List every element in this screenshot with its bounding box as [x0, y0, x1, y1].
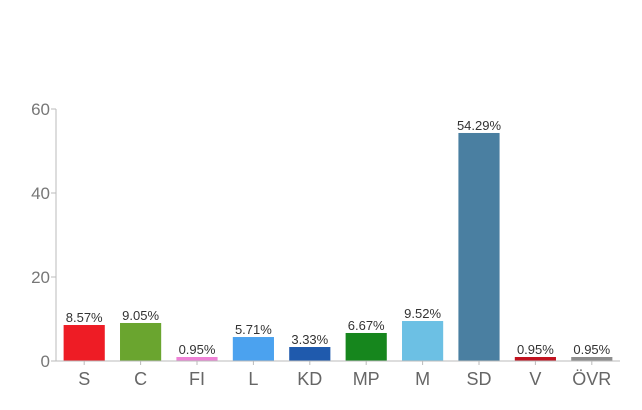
data-labels: 8.57% 9.05% 0.95% 5.71% 3.33% 6.67% 9.52% 54.29…	[66, 118, 611, 357]
data-label-s: 8.57%	[66, 310, 103, 325]
data-label-fi: 0.95%	[179, 342, 216, 357]
y-tick-label: 60	[31, 100, 50, 119]
data-label-kd: 3.33%	[291, 332, 328, 347]
x-tick-label-sd: SD	[466, 369, 491, 389]
y-axis: 0 20 40 60	[31, 100, 57, 371]
data-label-m: 9.52%	[404, 306, 441, 321]
y-tick-label: 0	[41, 352, 50, 371]
bar-m	[402, 321, 444, 361]
bar-kd	[289, 347, 331, 361]
x-tick-label-v: V	[529, 369, 541, 389]
x-tick-label-l: L	[248, 369, 258, 389]
bar-mp	[345, 332, 387, 361]
x-axis: S C FI L KD MP M SD V ÖVR	[56, 360, 620, 389]
data-label-l: 5.71%	[235, 322, 272, 337]
data-label-v: 0.95%	[517, 342, 554, 357]
x-tick-label-s: S	[78, 369, 90, 389]
bar-övr	[571, 357, 613, 361]
x-tick-label-c: C	[134, 369, 147, 389]
x-tick-label-fi: FI	[189, 369, 205, 389]
bars	[63, 132, 613, 361]
bar-fi	[176, 357, 218, 361]
y-tick-label: 20	[31, 268, 50, 287]
data-label-sd: 54.29%	[457, 118, 502, 133]
data-label-c: 9.05%	[122, 308, 159, 323]
bar-v	[514, 357, 556, 361]
x-tick-label-m: M	[415, 369, 430, 389]
x-tick-label-övr: ÖVR	[572, 369, 611, 389]
bar-c	[120, 322, 162, 361]
data-label-övr: 0.95%	[573, 342, 610, 357]
data-label-mp: 6.67%	[348, 318, 385, 333]
x-tick-label-kd: KD	[297, 369, 322, 389]
bar-sd	[458, 132, 500, 361]
y-tick-label: 40	[31, 184, 50, 203]
x-tick-label-mp: MP	[353, 369, 380, 389]
bar-s	[63, 325, 105, 361]
bar-l	[232, 337, 274, 361]
